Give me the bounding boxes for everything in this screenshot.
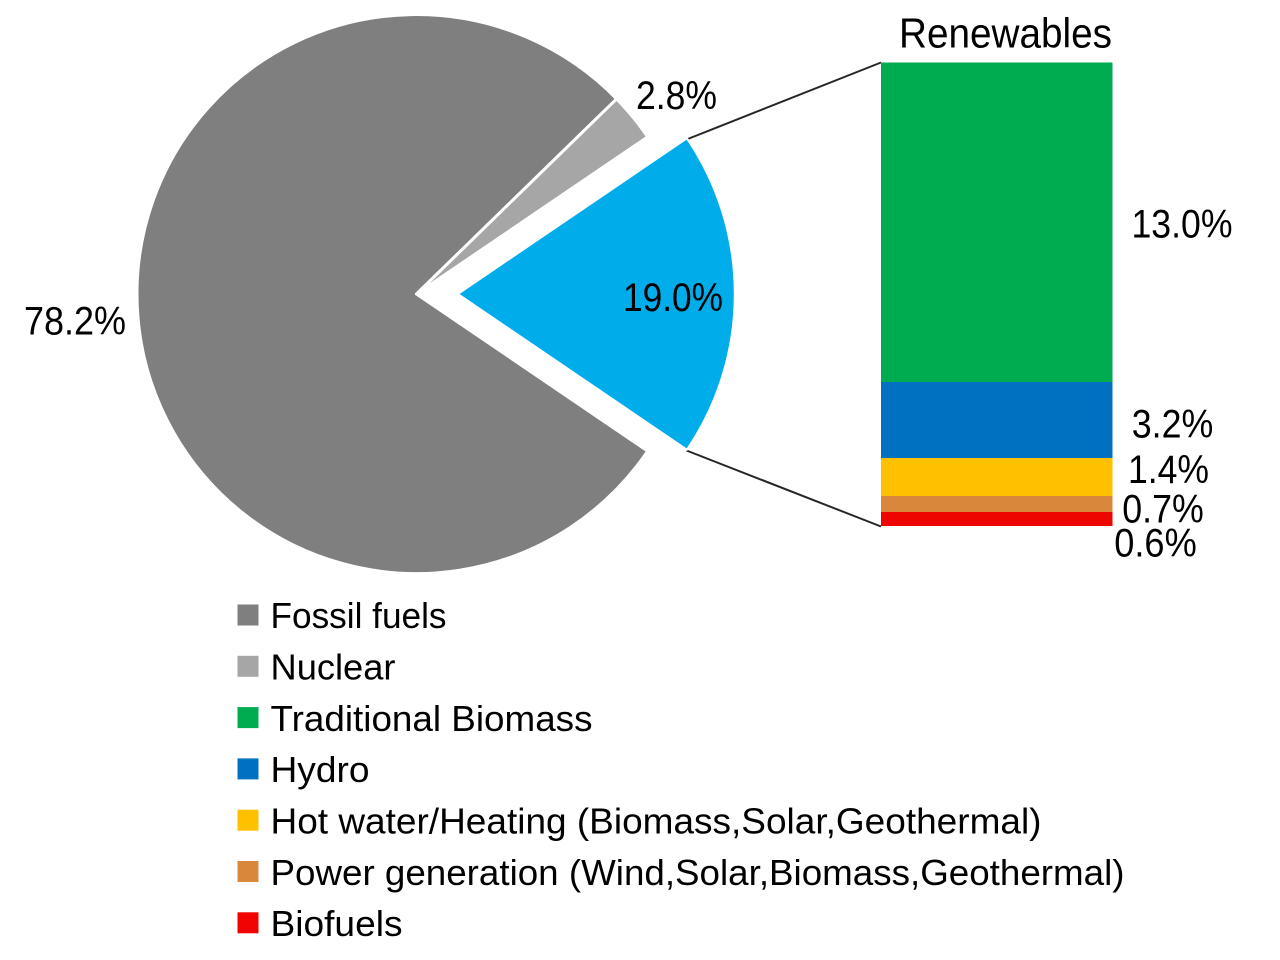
svg-text:0.6%: 0.6% (1114, 522, 1197, 566)
svg-text:1.4%: 1.4% (1128, 448, 1209, 492)
svg-text:Nuclear: Nuclear (271, 647, 396, 688)
svg-text:2.8%: 2.8% (636, 74, 717, 118)
svg-text:Power generation (Wind,Solar,B: Power generation (Wind,Solar,Biomass,Geo… (271, 852, 1125, 893)
svg-text:Hot water/Heating (Biomass,Sol: Hot water/Heating (Biomass,Solar,Geother… (271, 801, 1042, 842)
svg-text:Hydro: Hydro (271, 749, 370, 790)
svg-text:Traditional Biomass: Traditional Biomass (271, 698, 593, 739)
svg-text:3.2%: 3.2% (1132, 403, 1214, 447)
svg-text:Biofuels: Biofuels (271, 903, 403, 944)
svg-text:Renewables: Renewables (899, 10, 1112, 57)
svg-text:19.0%: 19.0% (623, 276, 723, 320)
svg-text:0.7%: 0.7% (1122, 488, 1204, 532)
svg-text:13.0%: 13.0% (1132, 203, 1233, 247)
svg-text:78.2%: 78.2% (24, 300, 126, 344)
svg-text:Fossil fuels: Fossil fuels (271, 595, 447, 636)
